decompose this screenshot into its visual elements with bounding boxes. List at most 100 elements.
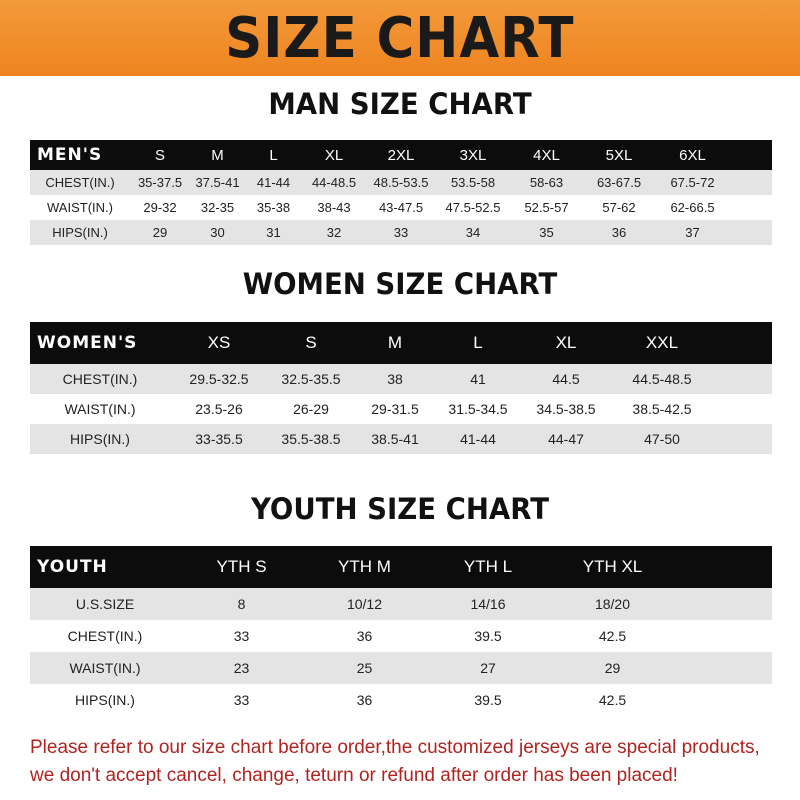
cell: 10/12 — [346, 596, 383, 612]
cell: 63-67.5 — [596, 175, 642, 190]
men-section-title: MAN SIZE CHART — [268, 87, 532, 121]
cell: 23 — [233, 660, 250, 676]
cell: 39.5 — [474, 628, 502, 644]
table-row: WAIST(IN.) 23.5-26 26-29 29-31.5 31.5-34.5 34… — [30, 394, 772, 424]
cell: 41-44 — [460, 431, 496, 447]
cell: 44-47 — [548, 431, 584, 447]
cell: 4XL — [533, 146, 560, 164]
cell: 35-38 — [256, 200, 291, 215]
table-row: HIPS(IN.) 33 36 39.5 42.5 — [30, 684, 772, 716]
cell: 3XL — [459, 146, 487, 164]
women-section-title: WOMEN SIZE CHART — [242, 267, 558, 301]
cell: 31 — [266, 225, 281, 240]
cell: 25 — [356, 660, 373, 676]
cell: 41-44 — [256, 175, 291, 190]
order-notice: Please refer to our size chart before or… — [30, 734, 800, 790]
cell: 39.5 — [474, 692, 502, 708]
order-notice-line-2: we don't accept cancel, change, teturn o… — [30, 765, 678, 786]
table-row: U.S.SIZE 8 10/12 14/16 18/20 — [30, 588, 772, 620]
row-label: HIPS(IN.) — [52, 225, 108, 240]
row-label: U.S.SIZE — [75, 596, 135, 612]
cell: YTH M — [338, 557, 391, 576]
cell: 44-48.5 — [311, 175, 357, 190]
cell: 44.5 — [552, 371, 580, 387]
cell: S — [154, 146, 165, 164]
cell: 43-47.5 — [378, 200, 424, 215]
cell: 5XL — [605, 146, 633, 164]
cell: 52.5-57 — [524, 200, 569, 215]
cell: 58-63 — [529, 175, 564, 190]
cell: 33-35.5 — [195, 431, 243, 447]
row-label: YOUTH — [37, 557, 108, 577]
table-row: CHEST(IN.) 33 36 39.5 42.5 — [30, 620, 772, 652]
cell: 27 — [480, 660, 496, 676]
cell: 47-50 — [644, 431, 680, 447]
cell: 18/20 — [594, 596, 631, 612]
row-label: MEN'S — [37, 145, 103, 165]
cell: 2XL — [387, 146, 415, 164]
cell: 32.5-35.5 — [281, 371, 341, 387]
table-row: CHEST(IN.) 29.5-32.5 32.5-35.5 38 41 44.5 44.5… — [30, 364, 772, 394]
cell: 8 — [237, 596, 246, 612]
cell: 30 — [210, 225, 225, 240]
cell: XXL — [645, 333, 679, 352]
table-row: WAIST(IN.) 29-32 32-35 35-38 38-43 43-47.5 47.… — [30, 195, 772, 220]
row-label: WOMEN'S — [37, 333, 138, 353]
cell: 44.5-48.5 — [632, 371, 692, 387]
cell: 67.5-72 — [670, 175, 715, 190]
cell: M — [211, 146, 224, 164]
cell: 38.5-42.5 — [632, 401, 692, 417]
cell: 32-35 — [200, 200, 235, 215]
cell: 33 — [393, 225, 409, 240]
row-label: HIPS(IN.) — [75, 692, 135, 708]
men-size-table: MEN'S S M L XL 2XL 3XL 4XL 5XL 6XL CHEST(IN.) 35-37… — [30, 140, 772, 245]
cell: 29-31.5 — [371, 401, 419, 417]
cell: 33 — [233, 692, 250, 708]
cell: 29 — [152, 225, 168, 240]
cell: YTH XL — [582, 557, 643, 576]
cell: 53.5-58 — [450, 175, 496, 190]
row-label: WAIST(IN.) — [64, 401, 136, 417]
order-notice-line-1: Please refer to our size chart before or… — [30, 737, 760, 758]
cell: 38.5-41 — [371, 431, 419, 447]
cell: XS — [207, 333, 231, 352]
cell: 31.5-34.5 — [448, 401, 508, 417]
cell: 36 — [611, 225, 627, 240]
cell: 35.5-38.5 — [281, 431, 341, 447]
cell: 26-29 — [293, 401, 329, 417]
cell: 57-62 — [602, 200, 636, 215]
row-label: CHEST(IN.) — [67, 628, 143, 644]
cell: 47.5-52.5 — [445, 200, 501, 215]
cell: 38-43 — [317, 200, 351, 215]
cell: YTH L — [463, 557, 513, 576]
row-label: WAIST(IN.) — [69, 660, 141, 676]
table-header-row: WOMEN'S XS S M L XL XXL — [30, 322, 772, 364]
row-label: HIPS(IN.) — [70, 431, 130, 447]
cell: S — [305, 333, 317, 352]
cell: 33 — [233, 628, 250, 644]
cell: 32 — [326, 225, 342, 240]
cell: 36 — [356, 628, 373, 644]
cell: XL — [555, 333, 577, 352]
cell: L — [473, 333, 483, 352]
cell: L — [269, 146, 278, 164]
cell: 62-66.5 — [670, 200, 715, 215]
row-label: CHEST(IN.) — [45, 175, 115, 190]
cell: 38 — [387, 371, 403, 387]
youth-size-table: YOUTH YTH S YTH M YTH L YTH XL U.S.SIZE 8 10/12… — [30, 546, 772, 716]
cell: 37.5-41 — [195, 175, 240, 190]
size-chart-banner: SIZE CHART — [0, 0, 800, 76]
cell: 29-32 — [143, 200, 177, 215]
row-label: WAIST(IN.) — [47, 200, 113, 215]
cell: 6XL — [679, 146, 706, 164]
banner-title: SIZE CHART — [225, 5, 575, 71]
cell: M — [387, 333, 403, 352]
cell: YTH S — [216, 557, 267, 576]
cell: 34 — [465, 225, 481, 240]
youth-section-title: YOUTH SIZE CHART — [250, 492, 550, 526]
cell: 23.5-26 — [195, 401, 243, 417]
cell: 37 — [685, 225, 700, 240]
cell: 42.5 — [598, 692, 627, 708]
table-header-row: MEN'S S M L XL 2XL 3XL 4XL 5XL 6XL — [30, 140, 772, 170]
cell: 48.5-53.5 — [373, 175, 429, 190]
